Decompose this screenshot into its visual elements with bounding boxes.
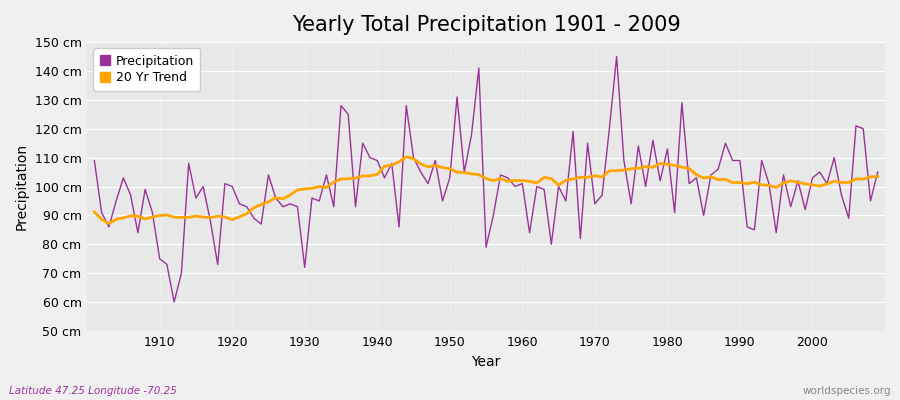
Title: Yearly Total Precipitation 1901 - 2009: Yearly Total Precipitation 1901 - 2009: [292, 15, 680, 35]
Text: Latitude 47.25 Longitude -70.25: Latitude 47.25 Longitude -70.25: [9, 386, 177, 396]
X-axis label: Year: Year: [472, 355, 500, 369]
Text: worldspecies.org: worldspecies.org: [803, 386, 891, 396]
Y-axis label: Precipitation: Precipitation: [15, 143, 29, 230]
Legend: Precipitation, 20 Yr Trend: Precipitation, 20 Yr Trend: [94, 48, 201, 91]
